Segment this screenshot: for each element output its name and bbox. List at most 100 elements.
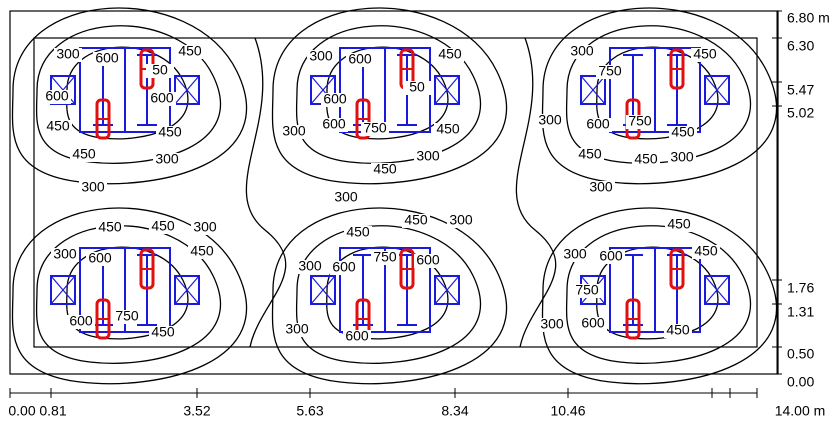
label-bg xyxy=(93,52,121,66)
label-bg xyxy=(665,218,693,232)
lamp xyxy=(399,248,415,290)
label-bg xyxy=(321,93,349,107)
isoline-label: 450 xyxy=(404,212,428,228)
isoline-label: 300 xyxy=(416,148,440,164)
side-unit xyxy=(434,75,460,105)
isoline-label: 450 xyxy=(190,243,214,259)
x-scale-label: 0.00 xyxy=(8,403,35,419)
y-scale-label: 5.02 xyxy=(787,105,814,121)
label-bg xyxy=(691,48,719,62)
x-scale-label: 0.81 xyxy=(39,403,66,419)
isoline-label: 300 xyxy=(282,123,306,139)
isoline-label: 750 xyxy=(598,63,622,79)
isoline-label: 450 xyxy=(578,146,602,162)
label-bg xyxy=(632,153,660,167)
isoline-label: 300 xyxy=(285,321,309,337)
x-scale-label: 10.46 xyxy=(550,403,585,419)
label-bg xyxy=(669,126,697,140)
isoline-label: 600 xyxy=(348,51,372,67)
isoline xyxy=(541,207,778,385)
isoline-label: 600 xyxy=(45,88,69,104)
isoline xyxy=(11,7,248,185)
label-bg xyxy=(148,92,176,106)
label-bg xyxy=(403,81,431,95)
x-scale-label: 14.00 m xyxy=(775,403,826,419)
isoline-label: 450 xyxy=(346,224,370,240)
label-bg xyxy=(67,315,95,329)
label-bg xyxy=(346,53,374,67)
side-unit xyxy=(434,275,460,305)
isoline-label: 450 xyxy=(438,46,462,62)
label-bg xyxy=(191,221,219,235)
y-scale-label: 0.50 xyxy=(787,346,814,362)
label-bg xyxy=(587,181,615,195)
label-bg xyxy=(447,214,475,228)
side-unit-cross xyxy=(174,275,200,305)
isoline-label: 300 xyxy=(56,46,80,62)
isoline xyxy=(565,25,751,164)
isoline-label: 450 xyxy=(178,43,202,59)
x-scale-label: 8.34 xyxy=(441,403,468,419)
calculation-area xyxy=(33,37,758,348)
isoline xyxy=(295,25,481,164)
isoline-label: 600 xyxy=(323,91,347,107)
side-unit-cross xyxy=(704,75,730,105)
label-bg xyxy=(79,181,107,195)
label-bg xyxy=(153,153,181,167)
side-unit-cross xyxy=(704,275,730,305)
isoline xyxy=(11,207,248,385)
isolines xyxy=(11,7,778,385)
isoline-label: 300 xyxy=(334,189,358,205)
isoline-label: 600 xyxy=(345,328,369,344)
isoline-label: 750 xyxy=(373,249,397,265)
label-bg xyxy=(692,245,720,259)
label-bg xyxy=(149,326,177,340)
isoline-label: 600 xyxy=(332,259,356,275)
label-bg xyxy=(43,90,71,104)
isoline-label: 50 xyxy=(152,62,168,78)
label-bg xyxy=(332,191,360,205)
isoline xyxy=(515,37,557,348)
y-scale-label: 5.47 xyxy=(787,82,814,98)
isoline-label: 300 xyxy=(155,151,179,167)
side-unit-cross xyxy=(50,275,76,305)
side-unit-cross xyxy=(174,75,200,105)
isoline-label: 750 xyxy=(115,308,139,324)
isoline-label: 300 xyxy=(193,219,217,235)
label-bg xyxy=(576,148,604,162)
isoline xyxy=(245,37,287,348)
isoline-label: 600 xyxy=(586,116,610,132)
label-bg xyxy=(371,251,399,265)
isoline-label: 450 xyxy=(634,151,658,167)
label-bg xyxy=(280,125,308,139)
isoline-label: 600 xyxy=(88,250,112,266)
isoline-label: 450 xyxy=(667,216,691,232)
side-unit-cross xyxy=(434,75,460,105)
room-outline xyxy=(9,10,779,375)
isoline-label: 450 xyxy=(151,218,175,234)
label-bg xyxy=(597,250,625,264)
isoline xyxy=(66,46,189,140)
isoline-label: 450 xyxy=(158,124,182,140)
isoline-label: 300 xyxy=(81,179,105,195)
label-bg xyxy=(626,115,654,129)
isoline-label: 600 xyxy=(581,315,605,331)
isoline-label: 300 xyxy=(538,112,562,128)
label-bg xyxy=(402,214,430,228)
lamp xyxy=(669,48,685,90)
label-bg xyxy=(96,221,124,235)
dimension-scales: 0.00 0.81 3.52 5.63 8.34 10.46 14.00 m0.000.50… xyxy=(8,10,829,419)
isoline xyxy=(326,246,449,340)
label-bg xyxy=(176,45,204,59)
isoline-label: 300 xyxy=(309,48,333,64)
isoline xyxy=(35,25,221,164)
isoline-label: 750 xyxy=(363,120,387,136)
isoline-label: 600 xyxy=(69,313,93,329)
lamp xyxy=(139,248,155,290)
isoline-labels: 300 600 450 50 600 600 450 450 450 300 300 300 300 60… xyxy=(43,43,720,344)
label-bg xyxy=(584,118,612,132)
isoline-label: 600 xyxy=(322,116,346,132)
side-unit xyxy=(580,75,606,105)
label-bg xyxy=(414,254,442,268)
